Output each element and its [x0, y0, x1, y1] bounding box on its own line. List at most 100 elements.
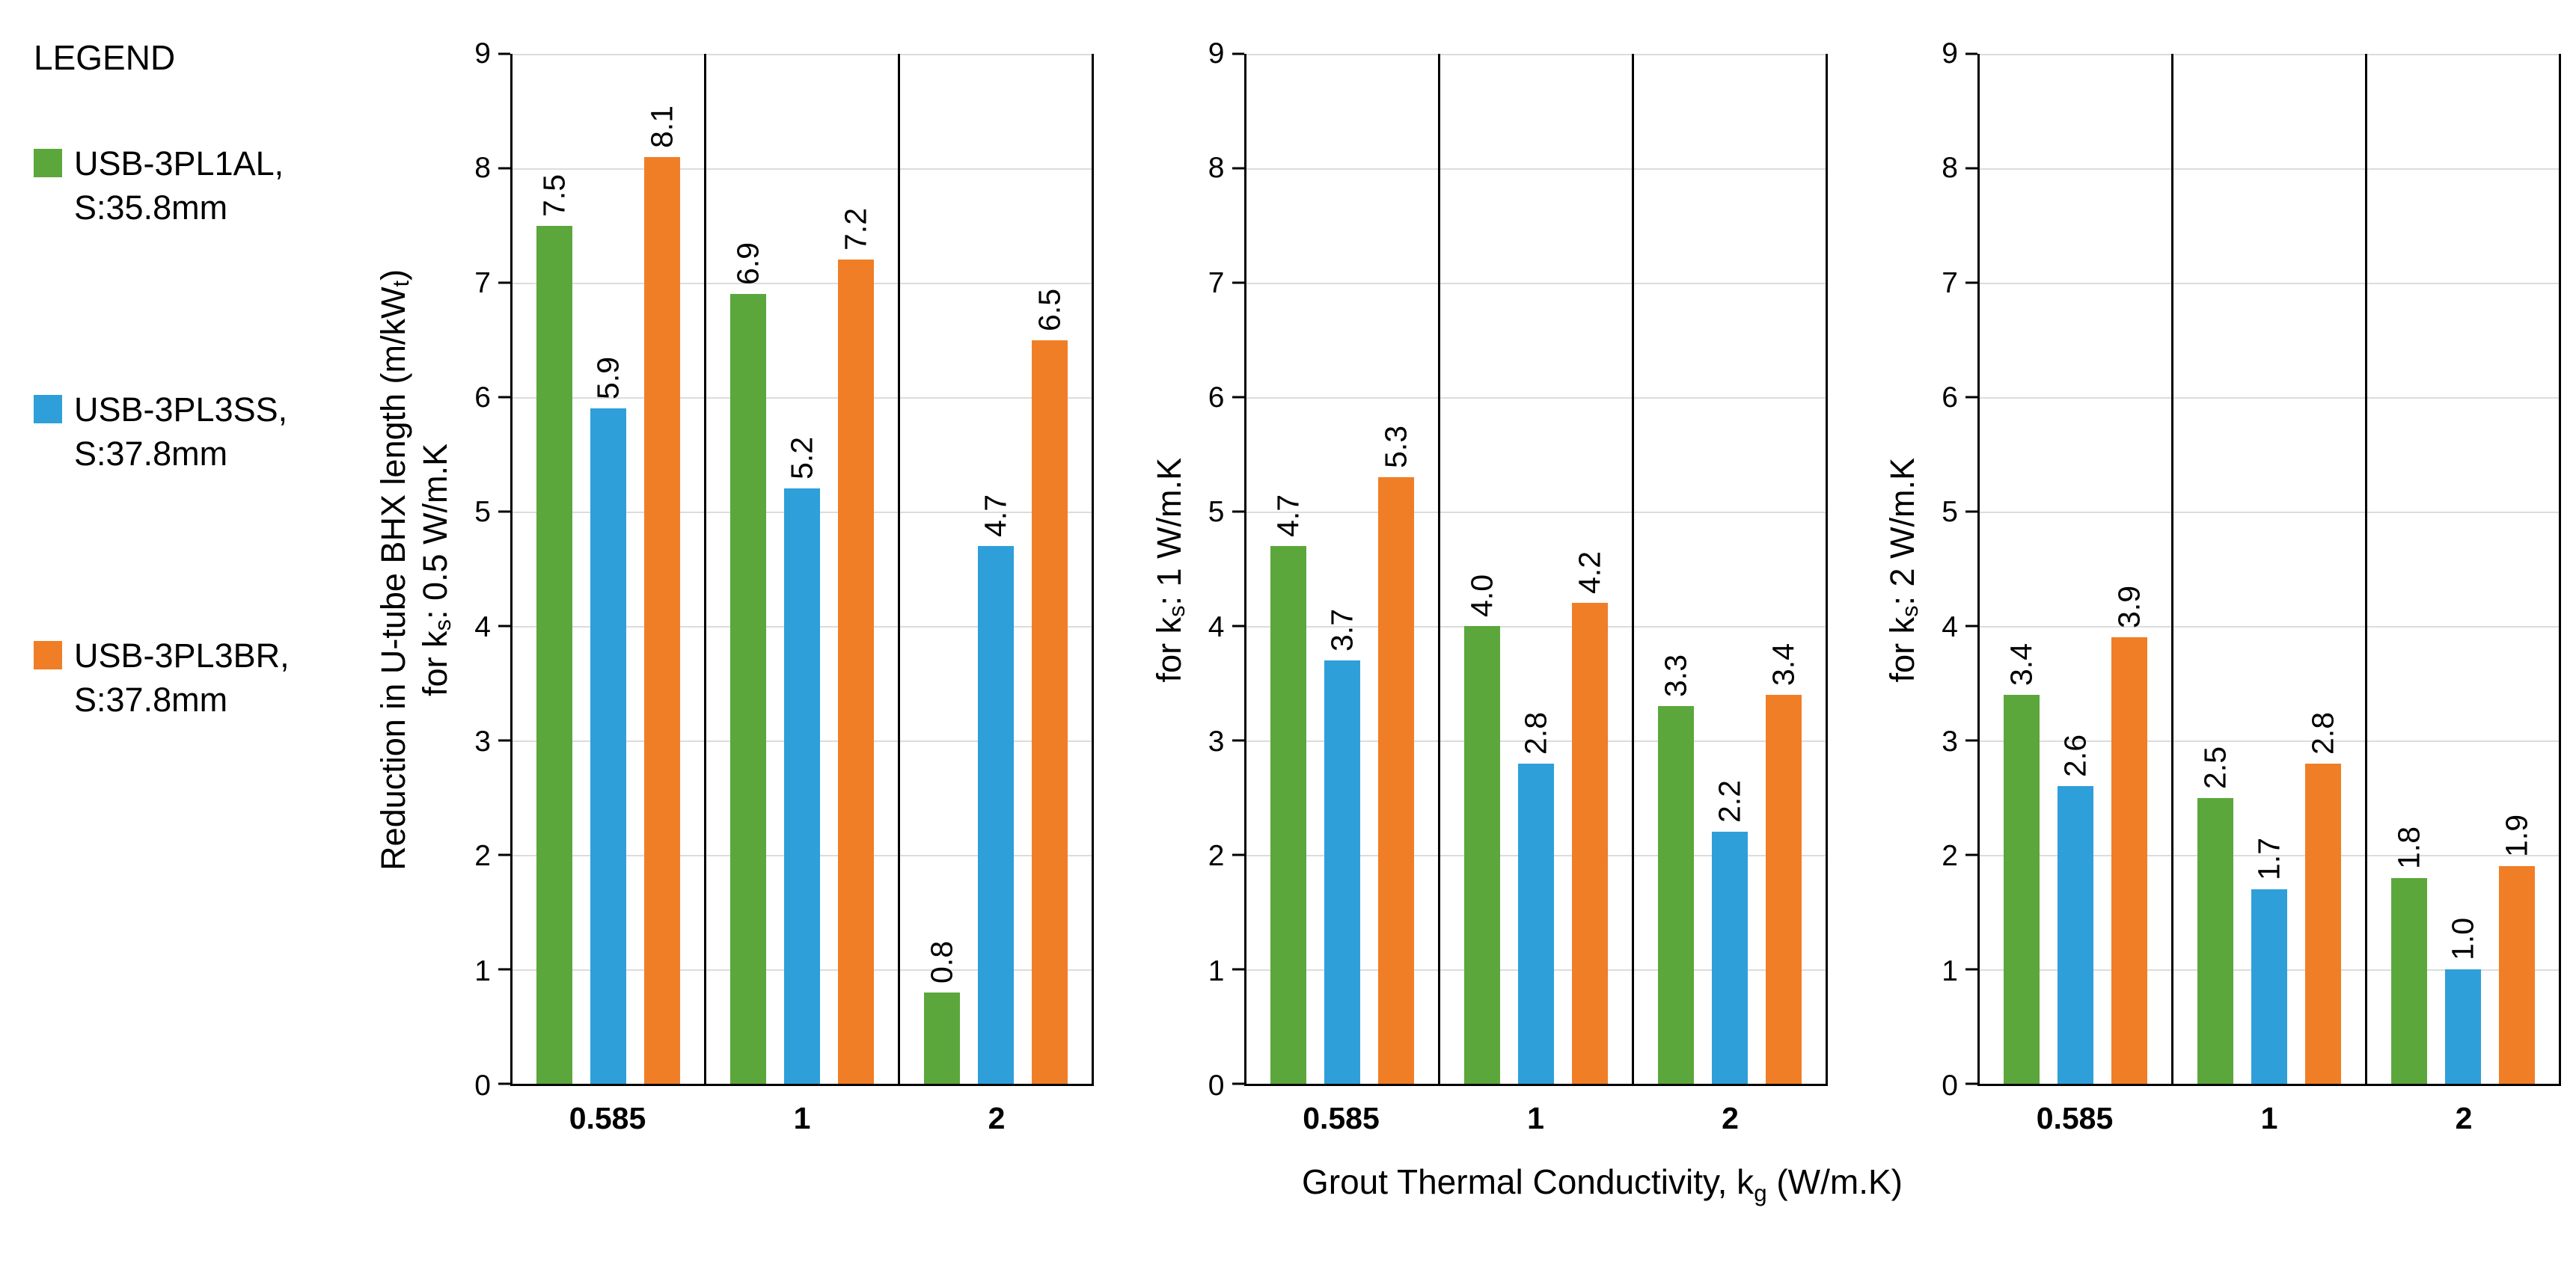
category-labels: 0.585 1 2 — [510, 1101, 1094, 1136]
y-tick-label: 5 — [1208, 496, 1225, 529]
bar-slot: 4.7 — [978, 54, 1014, 1084]
bar — [2004, 694, 2040, 1084]
plot-area: 3.4 2.6 3.9 2.5 1.7 2.8 1.8 1.0 1.9 — [1965, 52, 2561, 1086]
y-tickmark — [498, 281, 510, 284]
y-tickmark — [1232, 625, 1244, 628]
y-tickmark — [1965, 510, 1977, 513]
category-spacer — [1190, 1101, 1244, 1136]
gridline — [1246, 54, 1828, 55]
y-tickmark — [1965, 281, 1977, 284]
bar-value-label: 4.7 — [978, 494, 1013, 537]
bar — [2391, 877, 2427, 1084]
y-tick-label: 9 — [474, 37, 491, 70]
y-tick-label: 3 — [1942, 726, 1958, 758]
bar — [1571, 603, 1608, 1084]
category-group: 3.4 2.6 3.9 — [1980, 54, 2173, 1084]
y-tick-label: 8 — [1208, 152, 1225, 185]
bar-slot: 0.8 — [924, 54, 960, 1084]
bar-slot: 1.8 — [2391, 54, 2427, 1084]
y-tickmark — [1232, 52, 1244, 55]
bar-value-label: 3.7 — [1324, 608, 1359, 651]
category-labels: 0.585 1 2 — [1977, 1101, 2561, 1136]
plot-row: 0 1 2 3 4 5 6 7 8 9 4.7 3.7 5.3 4.0 2.8 4.2 3.3 2.2 3.4 — [1190, 37, 1828, 1102]
bar-value-label: 5.9 — [590, 357, 625, 400]
y-axis-title: Reduction in U-tube BHX length (m/kWt) fo… — [374, 54, 456, 1086]
bar — [2058, 786, 2093, 1084]
gridline — [1980, 282, 2561, 284]
y-tickmark — [1965, 167, 1977, 170]
gridline — [513, 168, 1094, 170]
axis-column: 0 1 2 3 4 5 6 7 8 9 7.5 5.9 8.1 6.9 5.2 7.2 0.8 4.7 6.5 0.5… — [456, 37, 1094, 1136]
gridline — [1980, 511, 2561, 513]
bar-slot: 8.1 — [644, 54, 680, 1084]
gridline — [1246, 740, 1828, 742]
y-tickmark — [498, 52, 510, 55]
bar — [1324, 660, 1360, 1084]
y-tick-label: 2 — [1942, 840, 1958, 873]
gridline — [1980, 54, 2561, 55]
legend-swatch — [34, 149, 62, 177]
legend-item: USB-3PL1AL, S:35.8mm — [34, 141, 374, 230]
y-tickmark — [498, 167, 510, 170]
axis-column: 0 1 2 3 4 5 6 7 8 9 4.7 3.7 5.3 4.0 2.8 4.2 3.3 2.2 3.4 0.5… — [1190, 37, 1828, 1136]
bar — [1657, 706, 1694, 1084]
y-axis-title-line: Reduction in U-tube BHX length (m/kWt) — [374, 269, 414, 871]
bar — [2499, 866, 2535, 1084]
bar-slot: 3.7 — [1324, 54, 1360, 1084]
y-tickmark — [1232, 281, 1244, 284]
category-spacer — [1924, 1101, 1977, 1136]
y-tick-label: 3 — [1208, 726, 1225, 758]
legend-title: LEGEND — [34, 38, 176, 77]
y-tick-label: 2 — [474, 840, 491, 873]
bar-value-label: 1.0 — [2445, 918, 2480, 961]
bar — [1711, 832, 1748, 1084]
category-group: 2.5 1.7 2.8 — [2173, 54, 2367, 1084]
plot-row: 0 1 2 3 4 5 6 7 8 9 3.4 2.6 3.9 2.5 1.7 2.8 1.8 1.0 1.9 — [1924, 37, 2561, 1102]
y-tickmark — [1965, 625, 1977, 628]
bar-value-label: 3.9 — [2111, 586, 2147, 629]
chart-panel-0: Reduction in U-tube BHX length (m/kWt) fo… — [374, 37, 1094, 1136]
y-tickmark — [498, 968, 510, 971]
y-tickmark — [1232, 510, 1244, 513]
y-tick-label: 7 — [474, 266, 491, 299]
gridline — [513, 397, 1094, 399]
bar-slot: 3.3 — [1657, 54, 1694, 1084]
bar — [978, 545, 1014, 1084]
bar-value-label: 1.9 — [2499, 815, 2534, 858]
bar-value-label: 5.2 — [784, 437, 819, 480]
y-tick-label: 0 — [1208, 1070, 1225, 1102]
bar-slot: 2.2 — [1711, 54, 1748, 1084]
category-labels-row: 0.585 1 2 — [1190, 1086, 1828, 1136]
y-tick-label: 3 — [474, 726, 491, 758]
y-tickmark — [498, 853, 510, 856]
category-group: 1.8 1.0 1.9 — [2367, 54, 2561, 1084]
category-group: 3.3 2.2 3.4 — [1634, 54, 1828, 1084]
bar-value-label: 7.2 — [838, 208, 873, 251]
bar-slot: 1.9 — [2499, 54, 2535, 1084]
y-tickmark — [1965, 1082, 1977, 1085]
y-axis-title-line: for ks: 1 W/m.K — [1149, 457, 1190, 683]
legend-swatch — [34, 394, 62, 423]
bar-slot: 5.2 — [784, 54, 820, 1084]
chart-panel-1: for ks: 1 W/m.K 0 1 2 3 4 5 6 7 8 9 4.7 3.7 5.3 4.0 2.8… — [1149, 37, 1828, 1136]
y-tick-label: 5 — [1942, 496, 1958, 529]
bar-slot: 3.4 — [2004, 54, 2040, 1084]
category-label: 1 — [1527, 1101, 1544, 1135]
gridline — [1246, 397, 1828, 399]
gridline — [1246, 282, 1828, 284]
bar-slot: 3.9 — [2111, 54, 2147, 1084]
gridline — [1980, 740, 2561, 742]
y-tick-label: 5 — [474, 496, 491, 529]
category-group: 4.7 3.7 5.3 — [1246, 54, 1440, 1084]
bar — [2251, 889, 2287, 1084]
charts-row: Reduction in U-tube BHX length (m/kWt) fo… — [374, 0, 2576, 1136]
bar-value-label: 1.8 — [2391, 826, 2426, 869]
bar-slot: 2.8 — [2305, 54, 2341, 1084]
bar-value-label: 2.2 — [1712, 780, 1746, 823]
bar — [536, 225, 572, 1084]
bar — [590, 408, 626, 1084]
category-spacer — [456, 1101, 510, 1136]
y-tickmark — [1232, 1082, 1244, 1085]
legend-item-label: USB-3PL3SS, S:37.8mm — [74, 390, 288, 473]
category-group: 7.5 5.9 8.1 — [513, 54, 706, 1084]
